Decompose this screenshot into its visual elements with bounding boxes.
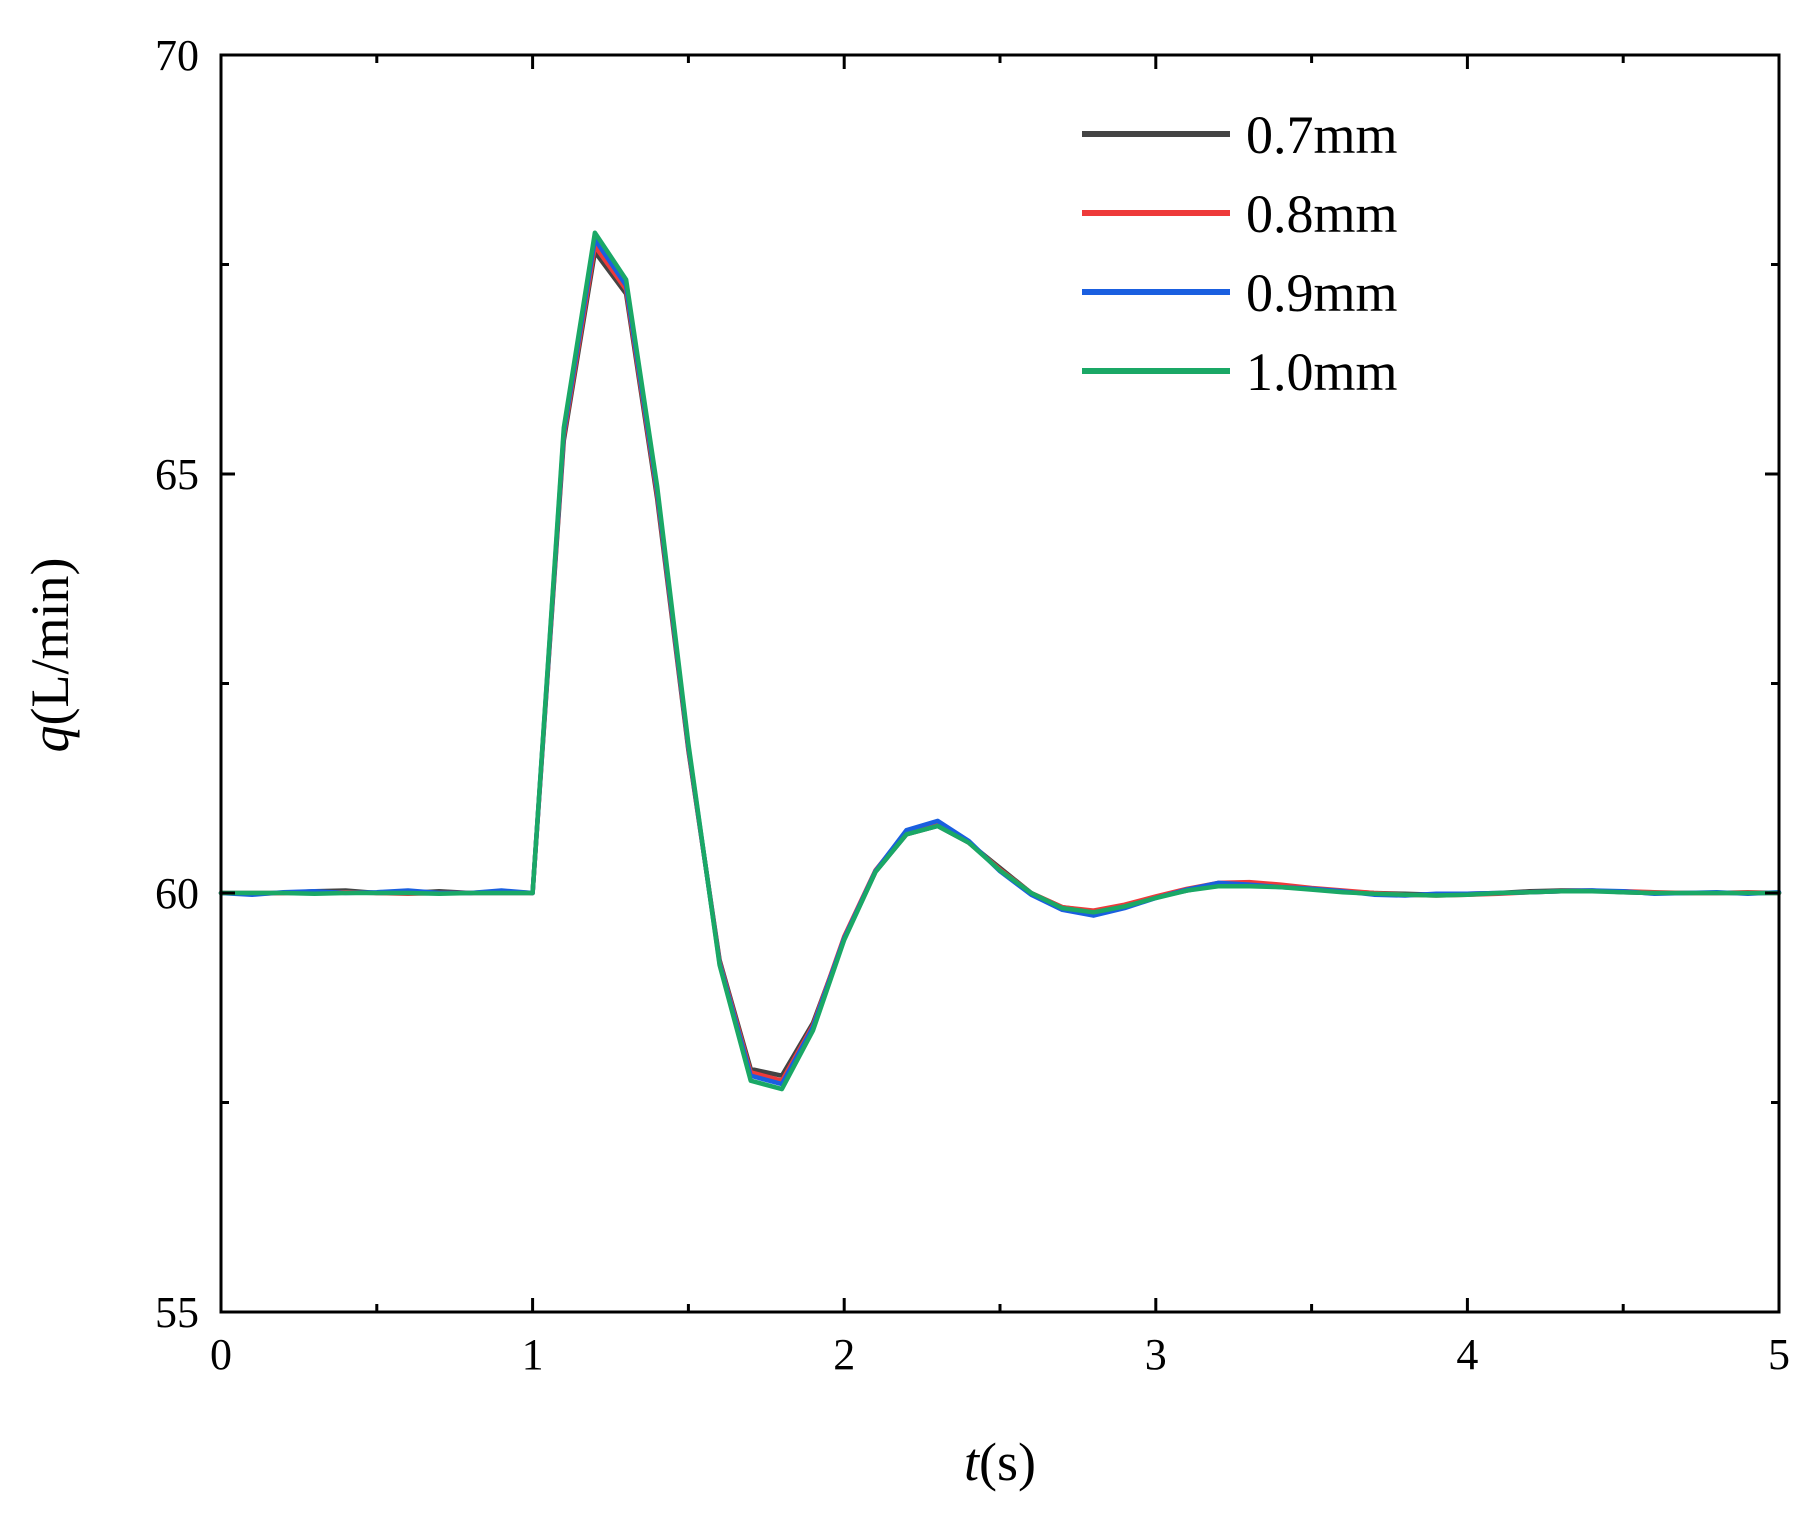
x-axis-variable: t	[964, 1432, 981, 1492]
x-tick-label: 5	[1768, 1330, 1790, 1379]
x-axis-label: t(s)	[964, 1432, 1036, 1492]
legend: 0.7mm 0.8mm 0.9mm 1.0mm	[1082, 105, 1398, 402]
y-tick-label: 65	[155, 450, 199, 499]
legend-label-3: 0.9mm	[1246, 263, 1398, 323]
y-axis-label: q(L/min)	[20, 558, 80, 753]
series-layer	[218, 230, 1782, 1092]
x-tick-label: 2	[833, 1330, 855, 1379]
y-tick-label: 55	[155, 1288, 199, 1337]
x-tick-label: 1	[522, 1330, 544, 1379]
y-axis-unit: (L/min)	[20, 558, 80, 726]
x-axis-unit: (s)	[979, 1432, 1036, 1492]
x-tick-label: 4	[1456, 1330, 1478, 1379]
series-line-3	[218, 237, 1782, 1087]
y-axis-variable: q	[20, 725, 80, 752]
y-tick-label: 60	[155, 869, 199, 918]
series-line-2	[218, 243, 1782, 1083]
x-tick-label: 0	[210, 1330, 232, 1379]
x-tick-label: 3	[1145, 1330, 1167, 1379]
legend-label-2: 0.8mm	[1246, 184, 1398, 244]
series-line-4	[218, 230, 1782, 1092]
series-line-1	[218, 249, 1782, 1078]
legend-label-1: 0.7mm	[1246, 105, 1398, 165]
legend-label-4: 1.0mm	[1246, 342, 1398, 402]
plot-frame	[219, 53, 1781, 1314]
y-tick-label: 70	[155, 31, 199, 80]
